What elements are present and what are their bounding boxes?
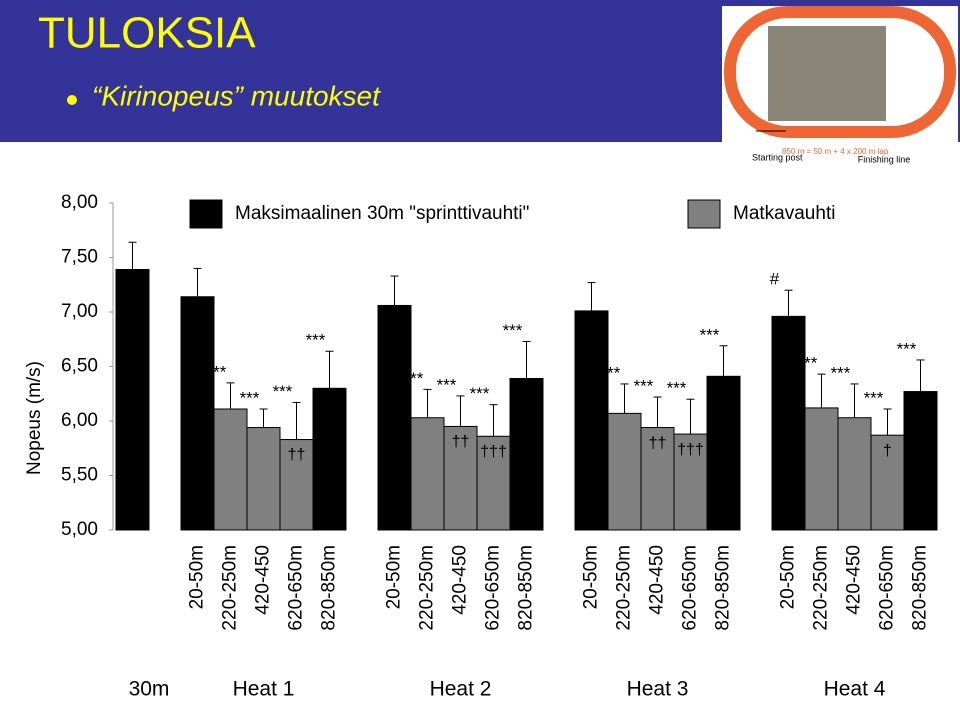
x-tick-label: 220-250m: [811, 545, 832, 631]
photo-start: Starting post: [752, 152, 803, 162]
bar: [509, 377, 544, 531]
y-tick-label: 6,00: [61, 410, 98, 431]
bar: [312, 387, 347, 531]
annotation-inside: ††: [649, 435, 667, 452]
bar: [410, 417, 445, 531]
bar: [213, 408, 248, 531]
photo: Starting post 850 m = 50 m + 4 x 200 m l…: [722, 6, 958, 181]
y-tick-label: 8,00: [61, 192, 98, 213]
x-tick-label: 420-450: [450, 545, 471, 615]
y-tick-label: 7,50: [61, 247, 98, 268]
group-label: Heat 1: [233, 678, 295, 701]
x-tick-label: 220-250m: [614, 545, 635, 631]
bar: [607, 412, 642, 531]
annotation-inside: ††: [288, 447, 306, 464]
annotation-inside: ††: [452, 434, 470, 451]
x-tick-label: 620-650m: [680, 545, 701, 631]
x-tick-label: 220-250m: [220, 545, 241, 631]
annotation: ***: [667, 379, 687, 398]
bar: [279, 439, 314, 531]
bar: [115, 268, 150, 531]
bullet-dot: [67, 95, 77, 105]
plot: 5,00 5,50 6,00 6,50 7,00 7,50 8,00 Maksimaaline…: [61, 192, 938, 701]
annotation: ***: [207, 362, 227, 381]
slide-title: TULOKSIA: [38, 9, 256, 58]
y-tick-label: 6,50: [61, 356, 98, 377]
annotation-inside: †: [883, 442, 892, 459]
x-tick-label: 220-250m: [417, 545, 438, 631]
bar: [246, 427, 281, 531]
group-label: Heat 3: [627, 678, 689, 701]
legend-label: Maksimaalinen 30m "sprinttivauhti": [235, 203, 529, 224]
annotation: ***: [798, 354, 818, 373]
x-tick-label: 620-650m: [483, 545, 504, 631]
x-tick-label: 820-850m: [516, 545, 537, 631]
x-tick-label: 420-450: [844, 545, 865, 615]
bar: [771, 315, 806, 531]
annotation: ***: [700, 325, 720, 344]
annotation: ***: [601, 363, 621, 382]
annotation: ***: [503, 321, 523, 340]
bar: [180, 296, 215, 531]
bar: [476, 435, 511, 531]
annotation: ***: [897, 339, 917, 358]
x-tick-label: 20-50m: [581, 545, 602, 609]
x-tick-label: 820-850m: [910, 545, 931, 631]
annotation: ***: [864, 388, 884, 407]
x-tick-label: 20-50m: [384, 545, 405, 609]
bar: [837, 417, 872, 531]
x-tick-label: 420-450: [253, 545, 274, 615]
bar: [870, 434, 905, 531]
group-label: Heat 2: [430, 678, 492, 701]
annotation: #: [770, 270, 780, 289]
y-axis-title: Nopeus (m/s): [24, 361, 45, 475]
photo-finish: Finishing line: [858, 154, 911, 164]
photo-image: [768, 26, 886, 121]
annotation-inside: †††: [677, 441, 704, 458]
y-tick-label: 5,00: [61, 519, 98, 540]
x-tick-label: 820-850m: [319, 545, 340, 631]
legend-swatch: [687, 199, 721, 229]
bar: [377, 304, 412, 531]
track: [724, 6, 956, 138]
x-tick-label: 20-50m: [778, 545, 799, 609]
group-label: Heat 4: [824, 678, 886, 701]
bar: [640, 427, 675, 531]
x-tick-label: 620-650m: [877, 545, 898, 631]
group-label: 30m: [129, 678, 170, 701]
annotation: ***: [273, 382, 293, 401]
y-tick-label: 5,50: [61, 465, 98, 486]
legend-label: Matkavauhti: [733, 203, 835, 224]
bar: [706, 375, 741, 531]
bar: [903, 391, 938, 531]
annotation: ***: [240, 388, 260, 407]
x-tick-label: 820-850m: [713, 545, 734, 631]
y-tick-label: 7,00: [61, 301, 98, 322]
legend-swatch: [189, 199, 223, 229]
x-tick-label: 620-650m: [286, 545, 307, 631]
annotation: ***: [404, 369, 424, 388]
annotation: ***: [831, 363, 851, 382]
annotation: ***: [437, 375, 457, 394]
annotation: ***: [634, 377, 654, 396]
x-tick-label: 20-50m: [187, 545, 208, 609]
x-tick-label: 420-450: [647, 545, 668, 615]
annotation: ***: [306, 331, 326, 350]
photo-formula: 850 m = 50 m + 4 x 200 m lap: [782, 147, 889, 156]
annotation-inside: †††: [480, 443, 507, 460]
annotation: ***: [470, 384, 490, 403]
bar: [804, 407, 839, 531]
bullet-text: “Kirinopeus” muutokset: [92, 80, 381, 111]
bar: [574, 310, 609, 531]
